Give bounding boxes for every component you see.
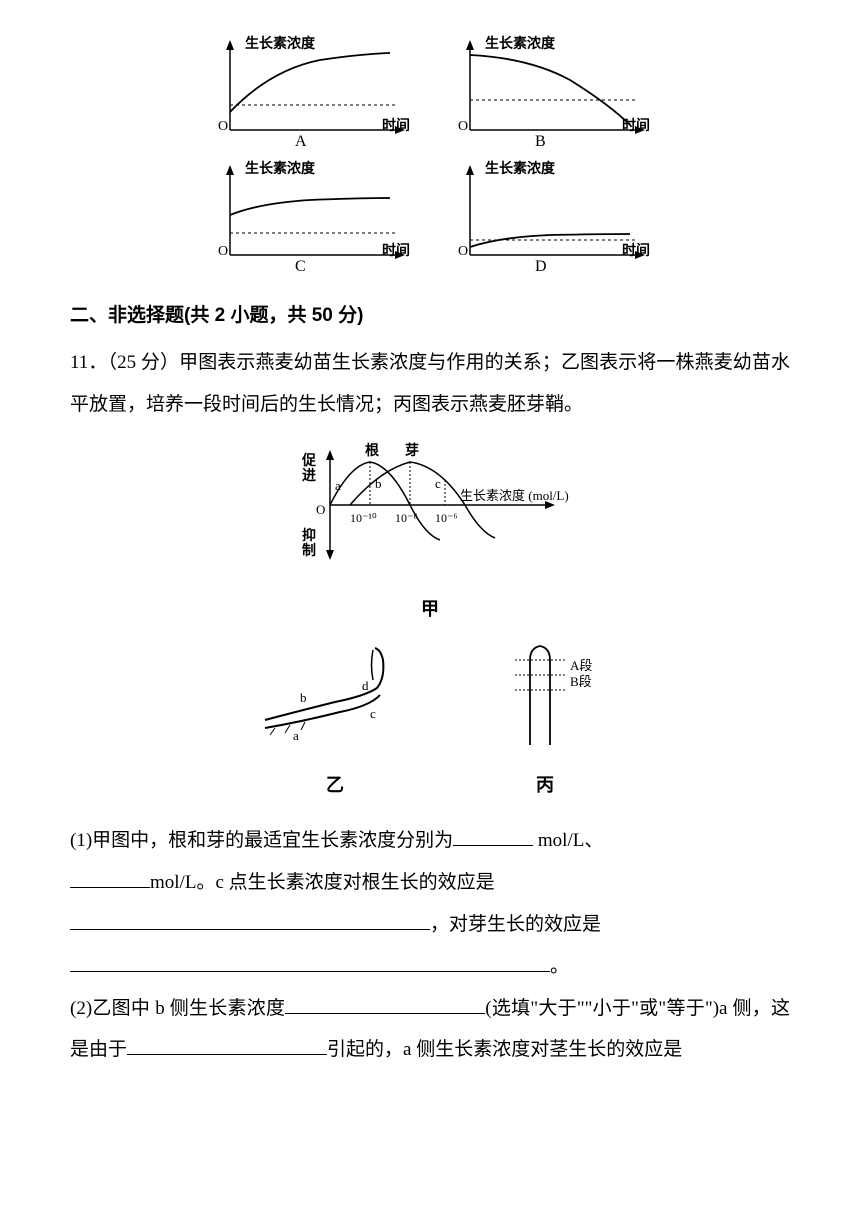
svg-text:b: b xyxy=(300,690,307,705)
svg-text:O: O xyxy=(316,502,325,517)
p1-end: 。 xyxy=(550,956,569,977)
q11-part1: (1)甲图中，根和芽的最适宜生长素浓度分别为 mol/L、 mol/L。c 点生… xyxy=(70,820,790,987)
svg-text:进: 进 xyxy=(302,468,316,484)
yi-label: 乙 xyxy=(245,766,425,806)
p1-pre: (1)甲图中，根和芽的最适宜生长素浓度分别为 xyxy=(70,830,453,851)
blank-b-side[interactable] xyxy=(285,993,485,1014)
blank-root-effect[interactable] xyxy=(70,909,430,930)
chart-d-ylabel: 生长素浓度 xyxy=(485,155,555,186)
svg-text:c: c xyxy=(370,706,376,721)
p2-pre: (2)乙图中 b 侧生长素浓度 xyxy=(70,998,285,1019)
chart-a-xlabel: 时间 xyxy=(382,112,410,143)
chart-c-ylabel: 生长素浓度 xyxy=(245,155,315,186)
chart-b-letter: B xyxy=(535,124,546,159)
p2-mid: 引起的，a 侧生长素浓度对茎生长的效应是 xyxy=(327,1039,682,1060)
figure-yi-bing-row: a b c d 乙 A段 B段 丙 xyxy=(220,640,640,805)
section-header: 二、非选择题(共 2 小题，共 50 分) xyxy=(70,295,790,337)
svg-text:制: 制 xyxy=(302,542,316,559)
chart-a-letter: A xyxy=(295,124,307,159)
p1-mid: ，对芽生长的效应是 xyxy=(430,914,601,935)
q11-stem: 11．（25 分）甲图表示燕麦幼苗生长素浓度与作用的关系；乙图表示将一株燕麦幼苗… xyxy=(70,342,790,426)
blank-cause[interactable] xyxy=(127,1034,327,1055)
svg-text:B段: B段 xyxy=(570,674,592,689)
chart-d-xlabel: 时间 xyxy=(622,237,650,268)
svg-text:10⁻⁸: 10⁻⁸ xyxy=(395,511,418,525)
jia-ytop: 促 xyxy=(301,452,317,469)
svg-text:芽: 芽 xyxy=(405,442,419,459)
svg-text:A段: A段 xyxy=(570,658,592,673)
chart-a-origin: O xyxy=(218,112,228,143)
svg-text:a: a xyxy=(335,478,341,493)
blank-bud-effect[interactable] xyxy=(70,951,550,972)
bing-label: 丙 xyxy=(475,766,615,806)
blank-root-conc[interactable] xyxy=(453,825,533,846)
chart-b-ylabel: 生长素浓度 xyxy=(485,30,555,61)
figure-jia: 促 进 抑 制 O a 根 芽 b c 生长素浓度 (mol/L) 10⁻¹⁰ … xyxy=(220,440,640,630)
svg-text:根: 根 xyxy=(365,442,380,459)
chart-d-origin: O xyxy=(458,237,468,268)
chart-a: 生长素浓度 O 时间 A xyxy=(190,30,430,155)
chart-c-xlabel: 时间 xyxy=(382,237,410,268)
svg-text:c: c xyxy=(435,476,441,491)
chart-c-letter: C xyxy=(295,249,306,284)
figure-bing: A段 B段 丙 xyxy=(475,640,615,805)
figure-yi: a b c d 乙 xyxy=(245,640,425,805)
chart-c: 生长素浓度 O 时间 C xyxy=(190,155,430,280)
p1-unit1: mol/L、 xyxy=(533,830,603,851)
svg-text:生长素浓度 (mol/L): 生长素浓度 (mol/L) xyxy=(460,488,569,503)
top-charts-grid: 生长素浓度 O 时间 A 生长素浓度 O 时间 B 生长素浓度 xyxy=(190,30,670,280)
jia-label: 甲 xyxy=(220,590,640,630)
chart-b-origin: O xyxy=(458,112,468,143)
chart-d: 生长素浓度 O 时间 D xyxy=(430,155,670,280)
q11-part2: (2)乙图中 b 侧生长素浓度(选填"大于""小于"或"等于")a 侧，这是由于… xyxy=(70,988,790,1072)
chart-b: 生长素浓度 O 时间 B xyxy=(430,30,670,155)
svg-text:抑: 抑 xyxy=(302,527,316,544)
svg-text:b: b xyxy=(375,476,382,491)
chart-d-letter: D xyxy=(535,249,547,284)
svg-text:a: a xyxy=(293,728,299,743)
svg-text:10⁻¹⁰: 10⁻¹⁰ xyxy=(350,511,377,525)
chart-b-xlabel: 时间 xyxy=(622,112,650,143)
chart-a-ylabel: 生长素浓度 xyxy=(245,30,315,61)
svg-text:d: d xyxy=(362,678,369,693)
chart-c-origin: O xyxy=(218,237,228,268)
blank-bud-conc[interactable] xyxy=(70,867,150,888)
p1-unit2: mol/L。c 点生长素浓度对根生长的效应是 xyxy=(150,872,495,893)
svg-text:10⁻⁶: 10⁻⁶ xyxy=(435,511,458,525)
